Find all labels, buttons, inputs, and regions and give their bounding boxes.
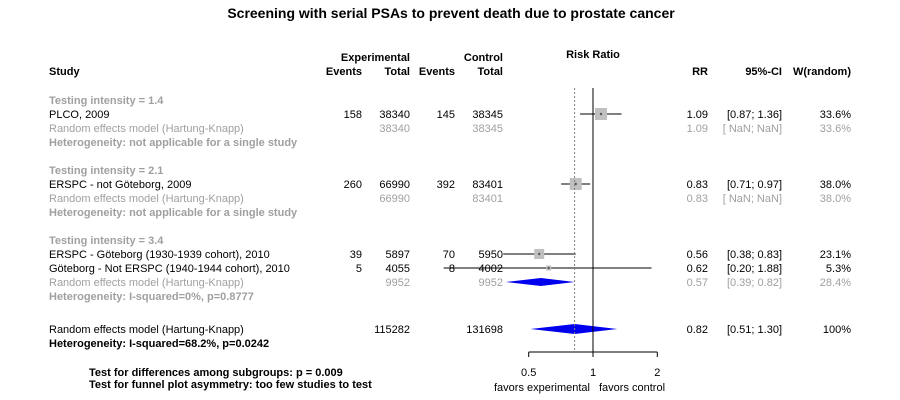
study-weight: 33.6% [820, 109, 851, 121]
header-control: Control [464, 52, 503, 64]
ctrl-total: 38345 [472, 109, 503, 121]
exp-total: 38340 [379, 109, 410, 121]
pooled-weight: 33.6% [820, 123, 851, 135]
pooled-ci: [0.39; 0.82] [727, 277, 782, 289]
study-name: ERSPC - not Göteborg, 2009 [49, 179, 191, 191]
pooled-rr: 0.83 [687, 193, 708, 205]
pooled-ci: [ NaN; NaN] [723, 193, 782, 205]
ctrl-total: 4002 [479, 263, 503, 275]
exp-events: 39 [350, 249, 362, 261]
pooled-ctrl-total: 83401 [472, 193, 503, 205]
subgroup-label: Testing intensity = 2.1 [49, 165, 163, 177]
header-study: Study [49, 66, 80, 78]
heterogeneity: Heterogeneity: not applicable for a sing… [49, 137, 298, 149]
x-tick-label: 2 [654, 367, 660, 379]
header-ci: 95%-CI [745, 66, 782, 78]
study-weight: 5.3% [826, 263, 851, 275]
heterogeneity: Heterogeneity: not applicable for a sing… [49, 207, 298, 219]
study-ci: [0.20; 1.88] [727, 263, 782, 275]
study-rr: 0.62 [687, 263, 708, 275]
ctrl-total: 83401 [472, 179, 503, 191]
study-box-dot [574, 182, 577, 186]
pooled-label: Random effects model (Hartung-Knapp) [49, 277, 244, 289]
pooled-ctrl-total: 38345 [472, 123, 503, 135]
study-ci: [0.38; 0.83] [727, 249, 782, 261]
study-ci: [0.71; 0.97] [727, 179, 782, 191]
overall-ci: [0.51; 1.30] [727, 324, 782, 336]
pooled-exp-total: 9952 [386, 277, 410, 289]
study-weight: 23.1% [820, 249, 851, 261]
header-ctrl-events: Events [419, 66, 455, 78]
pooled-weight: 38.0% [820, 193, 851, 205]
ctrl-events: 392 [437, 179, 455, 191]
header-weight: W(random) [793, 66, 851, 78]
header-ctrl-total: Total [478, 66, 503, 78]
test-subgroups: Test for differences among subgroups: p … [89, 367, 343, 379]
study-weight: 38.0% [820, 179, 851, 191]
overall-ctrl-total: 131698 [466, 324, 503, 336]
ctrl-events: 70 [443, 249, 455, 261]
study-name: Göteborg - Not ERSPC (1940-1944 cohort),… [49, 263, 290, 275]
heterogeneity: Heterogeneity: I-squared=0%, p=0.8777 [49, 291, 254, 303]
study-rr: 1.09 [687, 109, 708, 121]
header-risk-ratio: Risk Ratio [566, 49, 620, 61]
pooled-rr: 1.09 [687, 123, 708, 135]
exp-total: 4055 [386, 263, 410, 275]
header-rr: RR [692, 66, 708, 78]
study-name: PLCO, 2009 [49, 109, 110, 121]
study-box-dot [538, 252, 541, 256]
overall-label: Random effects model (Hartung-Knapp) [49, 324, 244, 336]
overall-weight: 100% [823, 324, 851, 336]
exp-events: 158 [344, 109, 362, 121]
pooled-label: Random effects model (Hartung-Knapp) [49, 123, 244, 135]
pooled-exp-total: 66990 [379, 193, 410, 205]
overall-heterogeneity: Heterogeneity: I-squared=68.2%, p=0.0242 [49, 338, 269, 350]
pooled-weight: 28.4% [820, 277, 851, 289]
favors-left-label: favors experimental [494, 382, 590, 394]
ctrl-total: 5950 [479, 249, 503, 261]
subgroup-label: Testing intensity = 1.4 [49, 95, 164, 107]
study-rr: 0.56 [687, 249, 708, 261]
pooled-label: Random effects model (Hartung-Knapp) [49, 193, 244, 205]
overall-diamond [530, 324, 618, 334]
pooled-ci: [ NaN; NaN] [723, 123, 782, 135]
overall-exp-total: 115282 [374, 324, 410, 336]
ctrl-events: 8 [449, 263, 455, 275]
exp-total: 5897 [386, 249, 410, 261]
header-experimental: Experimental [341, 52, 410, 64]
overall-rr: 0.82 [687, 324, 708, 336]
chart-title: Screening with serial PSAs to prevent de… [227, 5, 675, 21]
ctrl-events: 145 [437, 109, 455, 121]
subgroup-label: Testing intensity = 3.4 [49, 235, 164, 247]
study-ci: [0.87; 1.36] [727, 109, 782, 121]
study-box-dot [599, 112, 603, 116]
study-name: ERSPC - Göteborg (1930-1939 cohort), 201… [49, 249, 270, 261]
header-exp-events: Events [326, 66, 362, 78]
pooled-rr: 0.57 [687, 277, 708, 289]
exp-total: 66990 [379, 179, 410, 191]
x-tick-label: 1 [590, 367, 596, 379]
x-tick-label: 0.5 [521, 367, 536, 379]
study-rr: 0.83 [687, 179, 708, 191]
pooled-ctrl-total: 9952 [479, 277, 503, 289]
favors-right-label: favors control [599, 382, 665, 394]
subgroup-diamond [505, 278, 575, 286]
test-funnel: Test for funnel plot asymmetry: too few … [89, 379, 372, 391]
exp-events: 260 [344, 179, 362, 191]
exp-events: 5 [356, 263, 362, 275]
pooled-exp-total: 38340 [379, 123, 410, 135]
study-box-dot [547, 266, 550, 270]
header-exp-total: Total [385, 66, 410, 78]
